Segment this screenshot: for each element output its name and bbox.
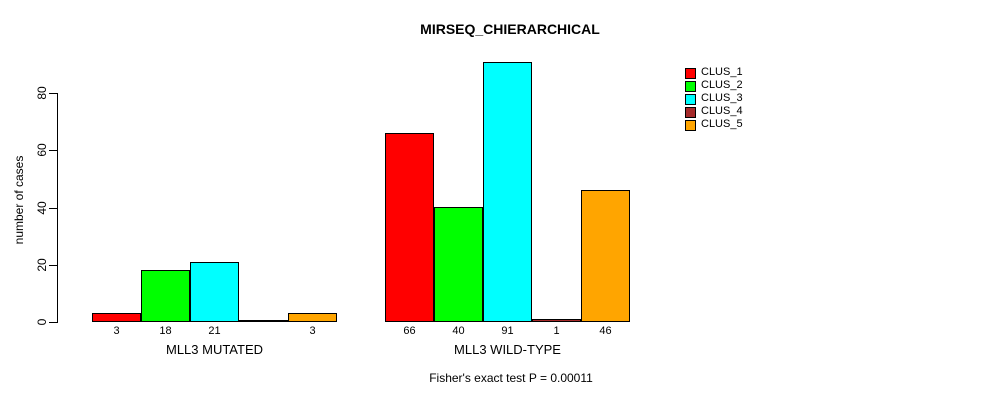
y-axis-line — [57, 93, 58, 323]
bar-value-label: 3 — [113, 325, 120, 337]
y-axis-title: number of cases — [12, 155, 26, 245]
bar-value-label: 40 — [452, 325, 465, 337]
bar-CLUS_4 — [532, 319, 581, 322]
y-axis-tick — [49, 265, 57, 266]
bar-CLUS_3 — [190, 262, 239, 322]
bar-CLUS_5 — [288, 313, 337, 322]
x-group-label: MLL3 MUTATED — [165, 342, 264, 357]
bar-value-label: 46 — [599, 325, 612, 337]
bar-CLUS_4 — [239, 320, 288, 322]
legend-label-CLUS_1: CLUS_1 — [701, 66, 743, 78]
y-axis-tick-label: 60 — [35, 143, 49, 157]
y-axis-tick — [49, 208, 57, 209]
y-axis-tick-label: 40 — [35, 201, 49, 215]
y-axis-tick-label: 0 — [35, 318, 49, 326]
legend-label-CLUS_5: CLUS_5 — [701, 118, 743, 130]
y-axis-tick — [49, 150, 57, 151]
y-axis-tick-label: 80 — [35, 86, 49, 100]
chart-title: MIRSEQ_CHIERARCHICAL — [420, 21, 600, 37]
bar-CLUS_2 — [141, 270, 190, 322]
legend-swatch-CLUS_4 — [685, 106, 696, 118]
y-axis-tick-label: 20 — [35, 258, 49, 272]
legend-label-CLUS_3: CLUS_3 — [701, 92, 743, 104]
bar-value-label: 18 — [159, 325, 172, 337]
bar-value-label: 1 — [553, 325, 560, 337]
legend-label-CLUS_4: CLUS_4 — [701, 105, 743, 117]
legend-swatch-CLUS_1 — [685, 67, 696, 79]
legend-swatch-CLUS_2 — [685, 80, 696, 92]
annotation-pvalue: Fisher's exact test P = 0.00011 — [429, 371, 593, 385]
legend-label-CLUS_2: CLUS_2 — [701, 79, 743, 91]
bar-CLUS_1 — [385, 133, 434, 322]
x-group-label: MLL3 WILD-TYPE — [454, 342, 561, 357]
bar-value-label: 21 — [208, 325, 221, 337]
bar-value-label: 91 — [501, 325, 514, 337]
bar-CLUS_2 — [434, 207, 483, 322]
bar-value-label: 3 — [309, 325, 316, 337]
y-axis-tick — [49, 93, 57, 94]
bar-CLUS_5 — [581, 190, 630, 322]
y-axis-tick — [49, 322, 57, 323]
bar-CLUS_3 — [483, 62, 532, 322]
bar-value-label: 66 — [403, 325, 416, 337]
legend-swatch-CLUS_5 — [685, 119, 696, 131]
legend-swatch-CLUS_3 — [685, 93, 696, 105]
bar-CLUS_1 — [92, 313, 141, 322]
